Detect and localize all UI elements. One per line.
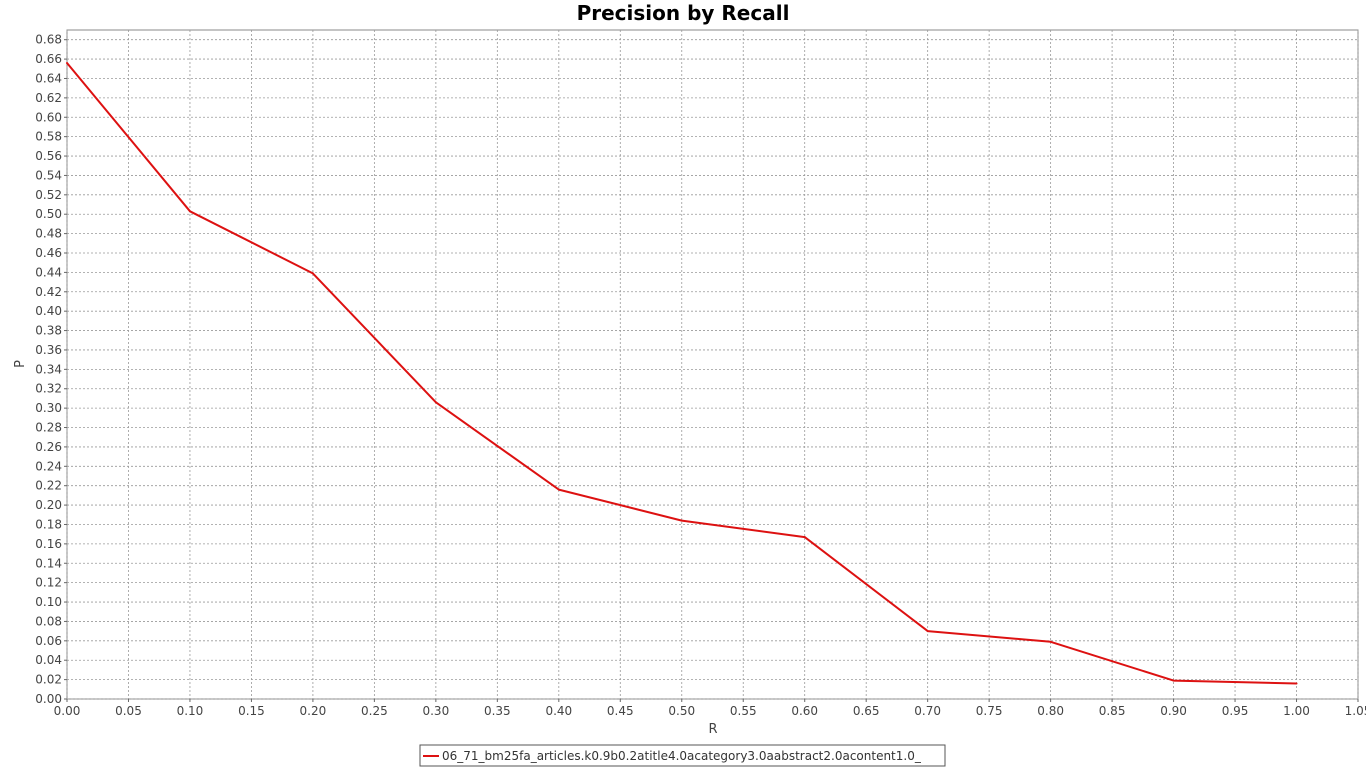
x-tick-label: 0.20 xyxy=(300,704,327,718)
x-tick-label: 0.00 xyxy=(54,704,81,718)
x-tick-label: 0.50 xyxy=(668,704,695,718)
y-tick-label: 0.48 xyxy=(35,227,62,241)
y-axis-ticks: 0.00 0.02 0.04 0.06 0.08 0.10 0.12 0.14 0.16 0.18… xyxy=(35,33,67,706)
y-tick-label: 0.08 xyxy=(35,614,62,628)
data-point xyxy=(1049,640,1052,643)
y-tick-label: 0.36 xyxy=(35,343,62,357)
data-point xyxy=(66,61,68,64)
y-tick-label: 0.00 xyxy=(35,692,62,706)
data-point xyxy=(803,536,806,539)
legend: 06_71_bm25fa_articles.k0.9b0.2atitle4.0a… xyxy=(419,744,946,767)
data-point xyxy=(926,630,929,633)
legend-entry: 06_71_bm25fa_articles.k0.9b0.2atitle4.0a… xyxy=(442,749,922,763)
y-axis-label: P xyxy=(13,360,28,368)
x-axis-label: R xyxy=(708,722,717,737)
y-tick-label: 0.40 xyxy=(35,304,62,318)
y-tick-label: 0.14 xyxy=(35,556,62,570)
x-tick-label: 0.15 xyxy=(238,704,265,718)
x-tick-label: 0.60 xyxy=(791,704,818,718)
y-tick-label: 0.52 xyxy=(35,188,62,202)
data-point xyxy=(1295,682,1298,685)
x-tick-label: 1.05 xyxy=(1345,704,1366,718)
data-point xyxy=(680,519,683,522)
y-tick-label: 0.28 xyxy=(35,421,62,435)
y-tick-label: 0.44 xyxy=(35,265,62,279)
y-tick-label: 0.42 xyxy=(35,285,62,299)
y-tick-label: 0.12 xyxy=(35,576,62,590)
y-tick-label: 0.50 xyxy=(35,207,62,221)
grid-lines xyxy=(66,30,1359,700)
x-tick-label: 0.80 xyxy=(1037,704,1064,718)
plot-area xyxy=(66,29,1359,700)
y-tick-label: 0.46 xyxy=(35,246,62,260)
x-tick-label: 1.00 xyxy=(1283,704,1310,718)
x-tick-label: 0.55 xyxy=(730,704,757,718)
series-lines xyxy=(66,61,1298,685)
y-tick-label: 0.54 xyxy=(35,168,62,182)
x-tick-label: 0.35 xyxy=(484,704,511,718)
x-tick-label: 0.95 xyxy=(1222,704,1249,718)
y-tick-label: 0.10 xyxy=(35,595,62,609)
x-tick-label: 0.40 xyxy=(545,704,572,718)
y-tick-label: 0.20 xyxy=(35,498,62,512)
x-tick-label: 0.25 xyxy=(361,704,388,718)
y-tick-label: 0.58 xyxy=(35,130,62,144)
x-tick-label: 0.10 xyxy=(177,704,204,718)
data-point xyxy=(557,488,560,491)
y-tick-label: 0.56 xyxy=(35,149,62,163)
y-tick-label: 0.64 xyxy=(35,71,62,85)
legend-box xyxy=(419,744,946,767)
data-point xyxy=(1172,679,1175,682)
y-tick-label: 0.02 xyxy=(35,673,62,687)
x-tick-label: 0.85 xyxy=(1099,704,1126,718)
y-tick-label: 0.16 xyxy=(35,537,62,551)
x-tick-label: 0.70 xyxy=(914,704,941,718)
y-tick-label: 0.34 xyxy=(35,362,62,376)
y-tick-label: 0.06 xyxy=(35,634,62,648)
y-tick-label: 0.30 xyxy=(35,401,62,415)
data-point xyxy=(311,272,314,275)
x-tick-label: 0.30 xyxy=(422,704,449,718)
chart-title: Precision by Recall xyxy=(577,1,790,25)
y-tick-label: 0.62 xyxy=(35,91,62,105)
x-tick-label: 0.05 xyxy=(115,704,142,718)
y-tick-label: 0.18 xyxy=(35,517,62,531)
y-tick-label: 0.26 xyxy=(35,440,62,454)
x-tick-label: 0.90 xyxy=(1160,704,1187,718)
x-tick-label: 0.45 xyxy=(607,704,634,718)
y-tick-label: 0.60 xyxy=(35,110,62,124)
y-tick-label: 0.24 xyxy=(35,459,62,473)
x-tick-label: 0.65 xyxy=(853,704,880,718)
x-tick-label: 0.75 xyxy=(976,704,1003,718)
x-axis-ticks: 0.00 0.05 0.10 0.15 0.20 0.25 0.30 0.35 0.40 0.45… xyxy=(54,699,1366,718)
data-point xyxy=(434,401,437,404)
data-point xyxy=(188,210,191,213)
y-tick-label: 0.22 xyxy=(35,479,62,493)
y-tick-label: 0.32 xyxy=(35,382,62,396)
y-tick-label: 0.38 xyxy=(35,324,62,338)
y-tick-label: 0.68 xyxy=(35,33,62,47)
y-tick-label: 0.04 xyxy=(35,653,62,667)
y-tick-label: 0.66 xyxy=(35,52,62,66)
